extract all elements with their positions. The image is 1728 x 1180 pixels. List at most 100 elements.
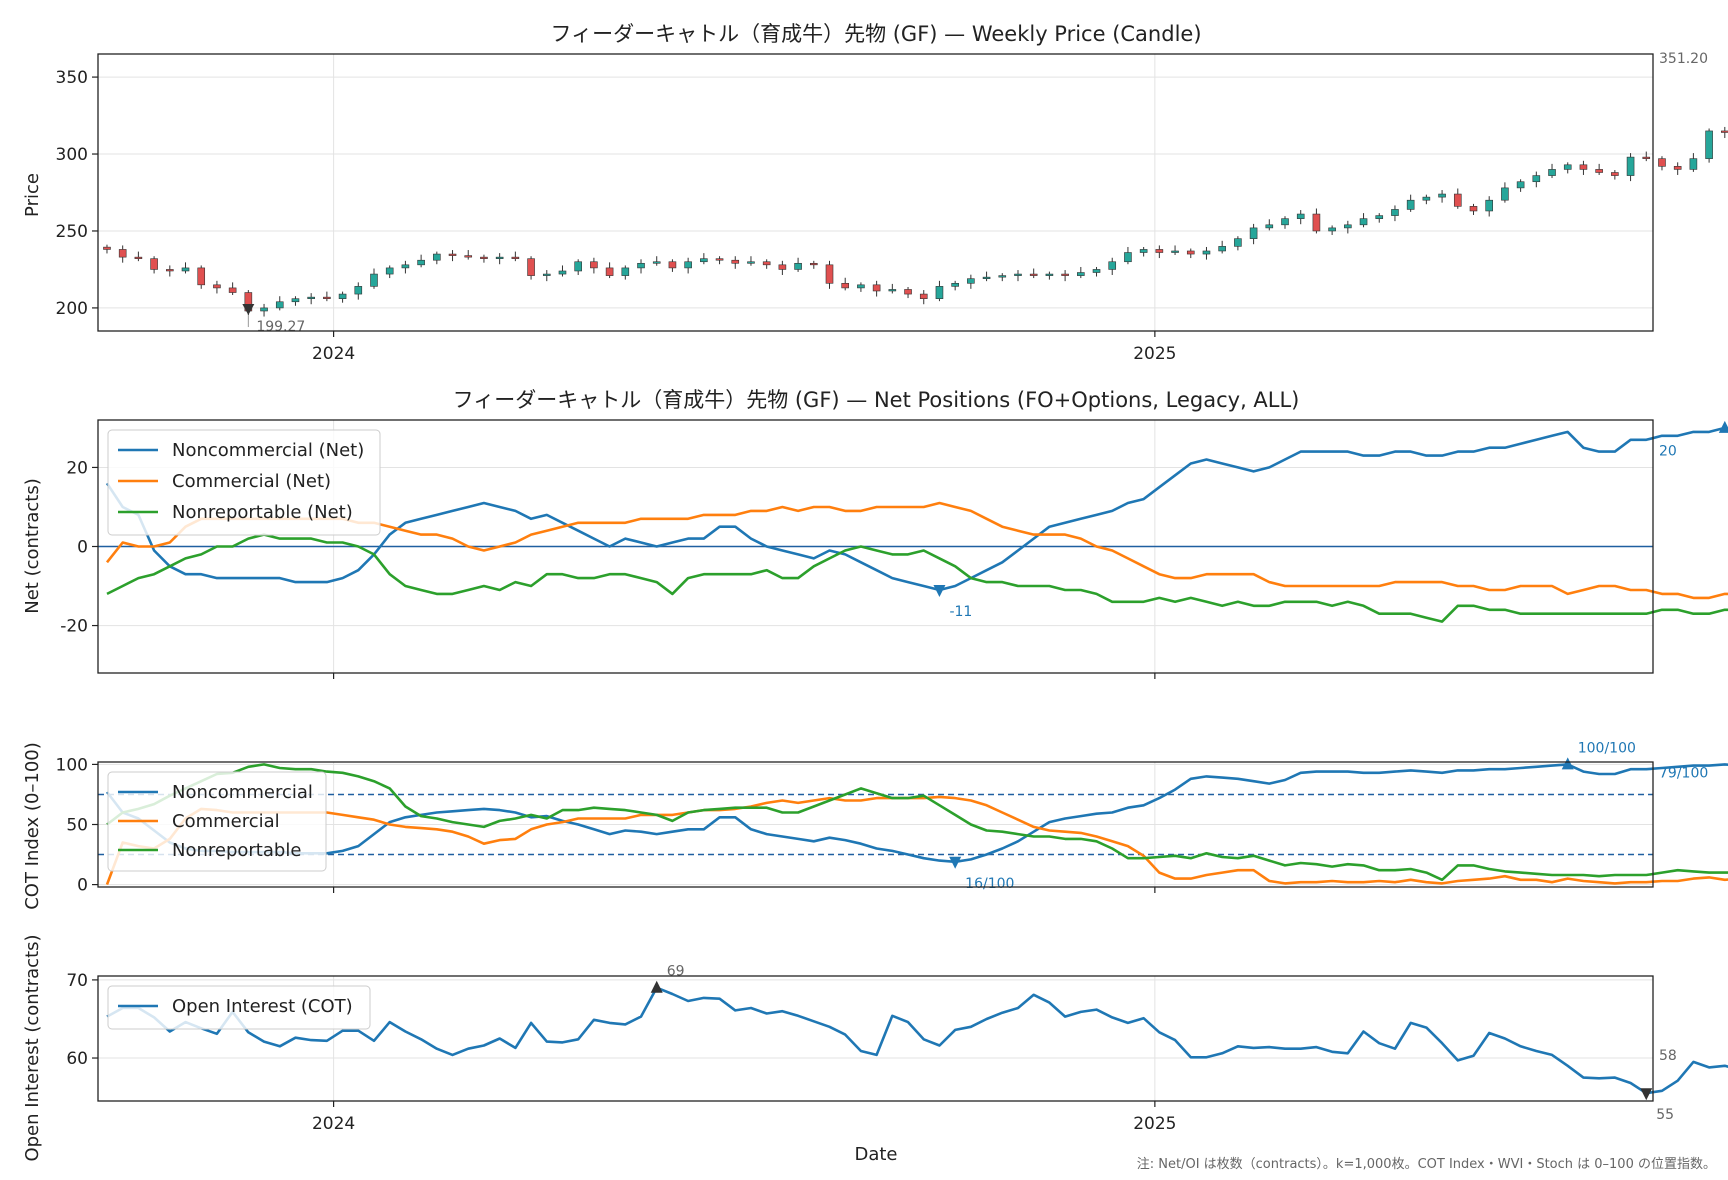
candle-body — [590, 261, 598, 269]
candle-body — [370, 273, 378, 287]
candle-body — [118, 249, 127, 258]
candle-body — [919, 293, 928, 299]
high-value-label: 100/100 — [1578, 740, 1636, 756]
legend-label: Noncommercial (Net) — [172, 440, 364, 461]
y-tick-label: 100 — [56, 755, 88, 775]
open-interest-panel: Open Interest (contracts) Date 69 55 58 60… — [22, 934, 1728, 1165]
candle-body — [652, 261, 661, 264]
candle-body — [982, 276, 991, 279]
candle-body — [213, 284, 221, 289]
candle-body — [1186, 250, 1195, 255]
price-chart-title: フィーダーキャトル（育成牛）先物 (GF) — Weekly Price (Ca… — [550, 22, 1201, 46]
high-value-marker — [1718, 420, 1728, 433]
price-panel: フィーダーキャトル（育成牛）先物 (GF) — Weekly Price (Ca… — [22, 22, 1728, 364]
last-value-label: 20 — [1659, 443, 1677, 459]
legend-label: Nonreportable — [172, 840, 301, 861]
candle-body — [1029, 273, 1038, 276]
candle-body — [1108, 261, 1117, 270]
candle-body — [181, 267, 190, 272]
x-tick-label: 2025 — [1133, 344, 1176, 364]
candle-body — [1422, 196, 1431, 201]
candle-body — [323, 296, 331, 299]
x-tick-label: 2025 — [1133, 1114, 1176, 1134]
y-tick-label: 60 — [66, 1049, 88, 1069]
candle-body — [605, 267, 614, 276]
y-tick-label: 350 — [56, 68, 88, 88]
legend-label: Nonreportable (Net) — [172, 502, 353, 523]
candle-body — [134, 256, 143, 259]
cot-index-panel: COT Index (0–100) 16/100 100/100 79/100 0 5… — [22, 740, 1728, 910]
candle-body — [166, 269, 174, 272]
candle-body — [1265, 224, 1274, 229]
candle-body — [495, 256, 504, 259]
candle-body — [762, 261, 771, 266]
candle-body — [1516, 181, 1525, 189]
candle-body — [1171, 250, 1179, 253]
price-plot-frame — [97, 53, 1654, 332]
candle-body — [1234, 238, 1242, 247]
candle-body — [103, 246, 111, 250]
candle-body — [558, 270, 567, 275]
series-line-nonreportable — [106, 763, 1728, 882]
candle-body — [747, 261, 755, 264]
candle-body — [1092, 269, 1101, 273]
low-marker — [242, 304, 255, 316]
candle-body — [417, 259, 425, 266]
oi-plot-frame — [97, 975, 1654, 1102]
candle-body — [1218, 246, 1226, 252]
candle-body — [967, 278, 975, 284]
candle-body — [621, 267, 630, 276]
candle-body — [888, 289, 897, 292]
candle-body — [1469, 206, 1478, 212]
candle-body — [794, 262, 802, 270]
x-tick-label: 2024 — [312, 344, 355, 364]
net-y-axis-label: Net (contracts) — [22, 478, 43, 614]
candle-body — [511, 256, 520, 259]
candle-body — [1626, 156, 1635, 176]
last-value-label: 79/100 — [1659, 766, 1708, 782]
candle-body — [480, 256, 488, 259]
legend-label: Noncommercial — [172, 782, 313, 803]
high-value-marker — [650, 980, 663, 993]
candle-body — [542, 273, 551, 276]
candle-body — [1281, 218, 1289, 226]
candle-body — [260, 307, 268, 312]
candle-body — [1359, 218, 1368, 226]
high-value-label: 69 — [667, 964, 685, 980]
candle-body — [1485, 199, 1493, 212]
candle-body — [731, 259, 740, 264]
legend-box — [107, 985, 371, 1030]
low-value-marker — [933, 584, 946, 597]
y-tick-label: 0 — [77, 876, 88, 896]
y-tick-label: 300 — [56, 145, 88, 165]
candle-body — [574, 261, 582, 272]
candle-body — [1548, 169, 1556, 176]
candle-body — [998, 275, 1007, 278]
legend-label: Commercial — [172, 811, 280, 832]
candle-body — [715, 258, 724, 261]
low-price-label: 199.27 — [256, 319, 305, 335]
candle-body — [1658, 158, 1666, 167]
candle-body — [1344, 224, 1352, 229]
x-tick-label: 2024 — [312, 1114, 355, 1134]
candle-body — [684, 261, 692, 269]
candle-body — [1705, 130, 1713, 159]
series-line-noncommercial-net- — [105, 426, 1728, 592]
oi-y-axis-label: Open Interest (contracts) — [22, 934, 43, 1161]
candle-body — [527, 258, 535, 276]
candle-body — [935, 286, 944, 299]
candle-body — [197, 267, 206, 286]
candle-body — [228, 287, 237, 293]
y-tick-label: 50 — [66, 816, 88, 836]
candle-body — [1406, 199, 1415, 210]
price-y-axis-label: Price — [22, 173, 43, 217]
candle-body — [448, 253, 457, 256]
candle-body — [1532, 175, 1541, 183]
candle-body — [1045, 273, 1054, 276]
y-tick-label: 250 — [56, 222, 88, 242]
candle-body — [778, 264, 787, 270]
series-line-commercial — [105, 795, 1728, 886]
low-value-marker — [949, 856, 962, 869]
low-value-label: 16/100 — [965, 876, 1014, 892]
y-tick-label: 20 — [66, 458, 88, 478]
